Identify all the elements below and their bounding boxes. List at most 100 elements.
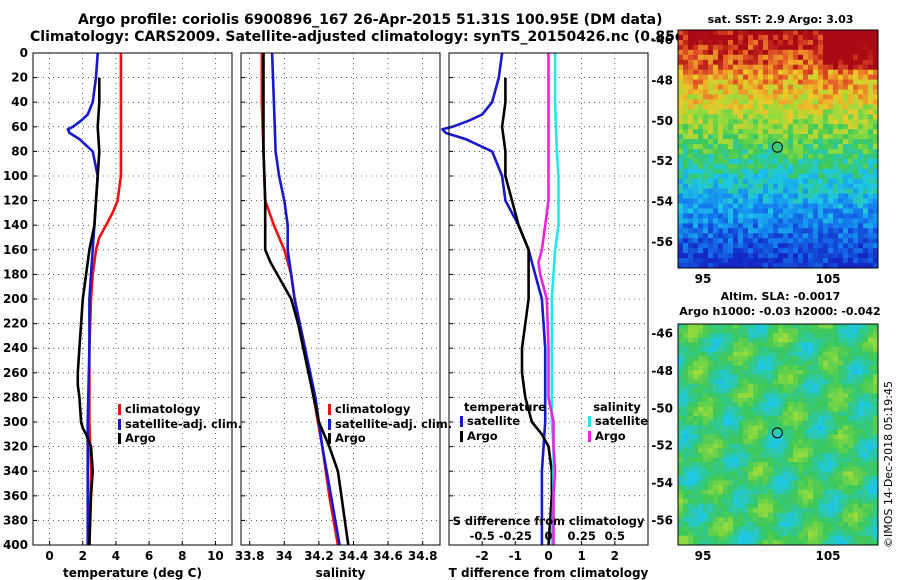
sst-map-cell [713, 59, 719, 66]
sst-map-cell [728, 44, 734, 51]
sla-map-cell [858, 531, 864, 537]
sla-map-cell [798, 324, 804, 329]
sst-map-cell [853, 253, 859, 259]
sst-map-cell [863, 149, 869, 155]
sst-map-cell [733, 193, 739, 199]
depth-tick-label: 20 [11, 71, 28, 85]
sst-map-cell [683, 158, 689, 165]
sla-map-cell [738, 388, 744, 394]
sla-map-lat-label: -48 [651, 364, 673, 378]
sla-map-cell [828, 512, 834, 518]
sst-map-cell [763, 208, 769, 214]
sst-map-cell [853, 84, 859, 90]
sla-map-cell [728, 416, 734, 422]
sla-map-cell [743, 498, 749, 504]
sla-map-cell [738, 498, 744, 504]
sst-map-cell [693, 183, 699, 190]
sst-map-cell [748, 193, 754, 199]
sla-map-cell [693, 535, 699, 541]
sst-map-cell [793, 134, 799, 140]
sla-map-cell [828, 374, 834, 380]
sst-map-cell [858, 208, 864, 214]
sla-map-cell [783, 383, 789, 389]
sst-map-cell [713, 238, 719, 244]
sla-map-cell [738, 466, 744, 472]
sla-map-cell [748, 365, 754, 371]
sst-map-cell [838, 69, 844, 76]
sla-map-cell [868, 360, 874, 366]
sst-map-cell [833, 79, 839, 85]
sst-map-cell [738, 243, 744, 249]
sla-map-cell [783, 351, 789, 357]
sst-map-cell [693, 263, 699, 269]
sst-map-cell [873, 114, 879, 120]
sla-map-cell [753, 526, 759, 532]
sst-map-cell [698, 30, 704, 36]
sst-map-cell [728, 198, 734, 204]
sst-map-cell [778, 109, 784, 115]
sst-map-cell [738, 223, 744, 229]
sla-map-cell [688, 324, 694, 329]
sla-map-cell [763, 457, 769, 463]
sla-map-cell [693, 475, 699, 481]
sst-map-cell [683, 193, 689, 199]
sst-map-cell [738, 253, 744, 259]
sla-map-cell [873, 370, 879, 376]
sst-map-cell [733, 44, 739, 51]
sla-map-cell [803, 508, 809, 514]
sst-map-cell [848, 30, 854, 36]
salinity-difference-xlabel: S difference from climatology [453, 514, 645, 528]
sla-map-cell [783, 535, 789, 541]
sst-map-cell [863, 64, 869, 71]
sla-map-cell [873, 324, 879, 329]
sla-map-cell [763, 402, 769, 408]
sst-map-cell [703, 153, 709, 160]
sla-map-cell [703, 457, 709, 463]
sst-map-cell [698, 178, 704, 185]
salinity-legend-climatology-swatch [328, 404, 331, 415]
sst-map-cell [688, 94, 694, 100]
sst-map-cell [863, 198, 869, 204]
sst-map-cell [808, 54, 814, 61]
sla-map-cell [788, 480, 794, 486]
sla-map-cell [743, 508, 749, 514]
sst-map-cell [793, 168, 799, 175]
salinity-legend-satellite-swatch [328, 419, 331, 430]
sst-map-cell [863, 168, 869, 175]
sla-map-cell [773, 411, 779, 417]
sla-map-cell [678, 439, 684, 445]
sla-map-cell [733, 397, 739, 403]
sla-map-cell [843, 452, 849, 458]
sla-map-cell [713, 420, 719, 426]
sst-map-cell [693, 134, 699, 140]
sla-map-cell [873, 466, 879, 472]
sst-map-cell [843, 149, 849, 155]
sla-map-cell [733, 402, 739, 408]
sst-map-cell [798, 149, 804, 155]
sla-map-cell [793, 508, 799, 514]
sla-map-cell [813, 521, 819, 527]
sla-map-cell [843, 512, 849, 518]
sla-map-cell [868, 370, 874, 376]
sst-map-cell [813, 94, 819, 100]
sst-map-cell [838, 129, 844, 135]
sla-map-cell [728, 360, 734, 366]
sla-map-cell [788, 374, 794, 380]
sla-map-cell [753, 498, 759, 504]
sst-map-cell [853, 149, 859, 155]
sla-map-cell [728, 489, 734, 495]
sst-map-cell [813, 64, 819, 71]
sst-map-cell [813, 248, 819, 254]
sst-map-cell [733, 243, 739, 249]
sla-map-cell [788, 360, 794, 366]
sla-map-cell [763, 383, 769, 389]
sst-map-cell [863, 89, 869, 95]
sst-map-cell [723, 223, 729, 229]
sla-map-cell [843, 328, 849, 334]
sst-map-cell [703, 198, 709, 204]
sla-map-cell [758, 540, 764, 546]
sst-map-cell [848, 158, 854, 165]
sst-map-cell [743, 69, 749, 76]
sla-map-cell [818, 402, 824, 408]
sla-map-cell [788, 365, 794, 371]
